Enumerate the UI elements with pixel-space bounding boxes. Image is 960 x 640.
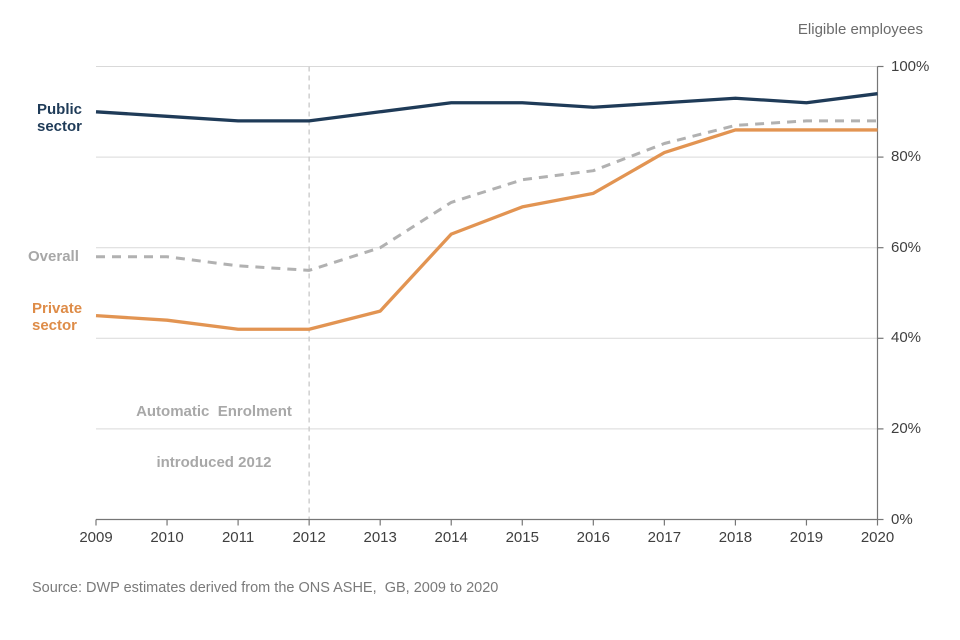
- axis-title: Eligible employees: [797, 21, 923, 38]
- x-tick-label: 2020: [860, 529, 895, 546]
- x-tick-label: 2009: [79, 529, 113, 546]
- y-tick-label: 60%: [891, 238, 922, 256]
- x-tick-label: 2015: [505, 529, 539, 546]
- y-tick-label: 100%: [891, 57, 930, 75]
- x-tick-label: 2017: [647, 529, 682, 546]
- series-label-public-sector: Public sector: [37, 101, 83, 135]
- series-label-overall: Overall: [28, 248, 79, 265]
- x-tick-label: 2019: [789, 529, 824, 546]
- y-tick-label: 20%: [891, 419, 922, 437]
- annotation-line2: introduced 2012: [156, 454, 272, 471]
- x-tick-label: 2012: [292, 529, 326, 546]
- x-tick-label: 2013: [363, 529, 397, 546]
- annotation-line1: Automatic Enrolment: [136, 403, 292, 420]
- series-path-overall: [96, 119, 878, 272]
- x-tick-label: 2014: [434, 529, 468, 546]
- x-tick-label: 2010: [150, 529, 184, 546]
- x-tick-label: 2018: [718, 529, 753, 546]
- series-label-private-sector: Private sector: [32, 300, 83, 334]
- series-path-public-sector: [95, 92, 878, 123]
- y-tick-label: 0%: [891, 510, 913, 528]
- x-tick-label: 2016: [576, 529, 610, 546]
- y-tick-label: 40%: [891, 329, 922, 347]
- x-tick-label: 2011: [221, 529, 255, 546]
- series-path-private-sector: [95, 128, 878, 331]
- source-note: Source: DWP estimates derived from the O…: [32, 580, 499, 596]
- y-tick-label: 80%: [891, 148, 922, 166]
- annotation-automatic-enrolment: Automatic Enrolment introduced 2012: [124, 369, 304, 505]
